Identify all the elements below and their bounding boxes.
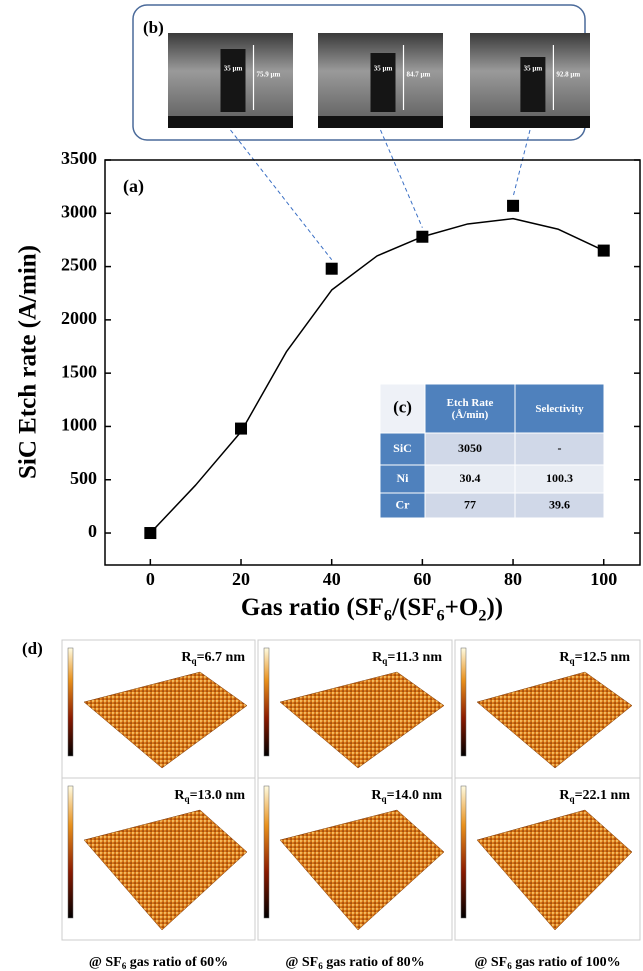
subscript: 6 <box>437 606 445 624</box>
text-part: gas ratio of 80% <box>323 955 425 970</box>
sem-depth: 92.8 µm <box>556 71 580 79</box>
caption: @ SF6 gas ratio of 80% <box>285 955 424 971</box>
data-point <box>507 200 519 212</box>
text-part: =22.1 nm <box>575 788 631 803</box>
x-axis-label: Gas ratio (SF6/(SF6+O2)) <box>241 594 503 625</box>
color-bar <box>264 786 269 918</box>
table-header: Etch Rate (Å/min) <box>425 384 515 433</box>
x-tick-label: 60 <box>413 569 431 589</box>
table-row-header: Cr <box>396 497 411 511</box>
y-tick-label: 2000 <box>61 308 97 328</box>
trench <box>221 49 246 112</box>
trench <box>371 53 396 112</box>
table-value: 30.4 <box>460 471 481 485</box>
y-tick-label: 2500 <box>61 255 97 275</box>
afm-images: Rq=6.7 nm@ SF6 gas ratio of 0%Rq=11.3 nm… <box>62 640 640 971</box>
text-part: Gas ratio (SF <box>241 594 384 621</box>
table-value: 77 <box>464 497 476 511</box>
text-part: =12.5 nm <box>575 650 631 665</box>
y-axis-label: SiC Etch rate (A/min) <box>15 245 42 479</box>
sem-width: 35 µm <box>524 65 543 73</box>
leader-line <box>231 130 332 260</box>
data-point <box>416 231 428 243</box>
sem-depth: 75.9 µm <box>257 71 281 79</box>
table-value: 100.3 <box>546 471 573 485</box>
leader-line <box>381 130 423 228</box>
y-tick-label: 3000 <box>61 201 97 221</box>
x-tick-label: 100 <box>590 569 617 589</box>
figure: (b) 35 µm 75.9 µm 35 µm 84.7 µm 35 µm 92.8 µm… <box>0 0 643 971</box>
table: (c) Etch Rate (Å/min)Selectivity SiC 3050 - N… <box>380 384 604 518</box>
text-part: @ SF <box>474 955 507 970</box>
table-row-header: SiC <box>393 441 412 455</box>
panel-label: (a) <box>123 176 144 197</box>
text-part: )) <box>486 594 503 621</box>
y-tick-label: 500 <box>70 468 97 488</box>
text-part: @ SF <box>285 955 318 970</box>
y-tick-label: 0 <box>88 521 97 541</box>
x-tick-label: 0 <box>146 569 155 589</box>
sem-footer <box>470 116 590 128</box>
text-part: @ SF <box>89 955 122 970</box>
subscript: 2 <box>478 606 486 624</box>
table-row-header: Ni <box>397 471 410 485</box>
table-label: (c) <box>393 397 412 416</box>
rq-label: Rq=6.7 nm <box>181 650 245 666</box>
subscript: 6 <box>384 606 392 624</box>
panel-label: (b) <box>143 18 164 37</box>
y-tick-label: 1500 <box>61 361 97 381</box>
text-part: =14.0 nm <box>387 788 443 803</box>
y-tick-label: 3500 <box>61 148 97 168</box>
data-point <box>235 423 247 435</box>
y-tick-label: 1000 <box>61 415 97 435</box>
text-part: +O <box>445 594 479 621</box>
sem-footer <box>168 116 293 128</box>
sem-footer <box>318 116 443 128</box>
table-header-box: Etch Rate (Å/min) <box>425 384 515 433</box>
sem-width: 35 µm <box>224 65 243 73</box>
text-part: /(SF <box>391 594 436 621</box>
table-value: 3050 <box>458 441 482 455</box>
table-header-box: Selectivity <box>515 384 604 433</box>
data-point <box>598 245 610 257</box>
text-part: =11.3 nm <box>387 650 442 665</box>
caption: @ SF6 gas ratio of 100% <box>474 955 620 971</box>
sem-images: 35 µm 75.9 µm 35 µm 84.7 µm 35 µm 92.8 µm <box>168 33 590 260</box>
text-part: gas ratio of 100% <box>512 955 621 970</box>
x-tick-label: 80 <box>504 569 522 589</box>
data-point <box>326 263 338 275</box>
sem-width: 35 µm <box>374 65 393 73</box>
caption: @ SF6 gas ratio of 60% <box>89 955 228 971</box>
text-part: =6.7 nm <box>197 650 246 665</box>
color-bar <box>461 786 466 918</box>
sem-depth: 84.7 µm <box>407 71 431 79</box>
x-tick-label: 20 <box>232 569 250 589</box>
panel-label: (d) <box>22 639 43 658</box>
table-value: - <box>558 441 562 455</box>
table-header: Selectivity <box>515 384 604 433</box>
x-tick-label: 40 <box>323 569 341 589</box>
data-point <box>144 527 156 539</box>
color-bar <box>68 648 73 756</box>
text-part: gas ratio of 60% <box>126 955 228 970</box>
text-part: =13.0 nm <box>190 788 246 803</box>
table-value: 39.6 <box>549 497 570 511</box>
color-bar <box>264 648 269 756</box>
color-bar <box>68 786 73 918</box>
color-bar <box>461 648 466 756</box>
